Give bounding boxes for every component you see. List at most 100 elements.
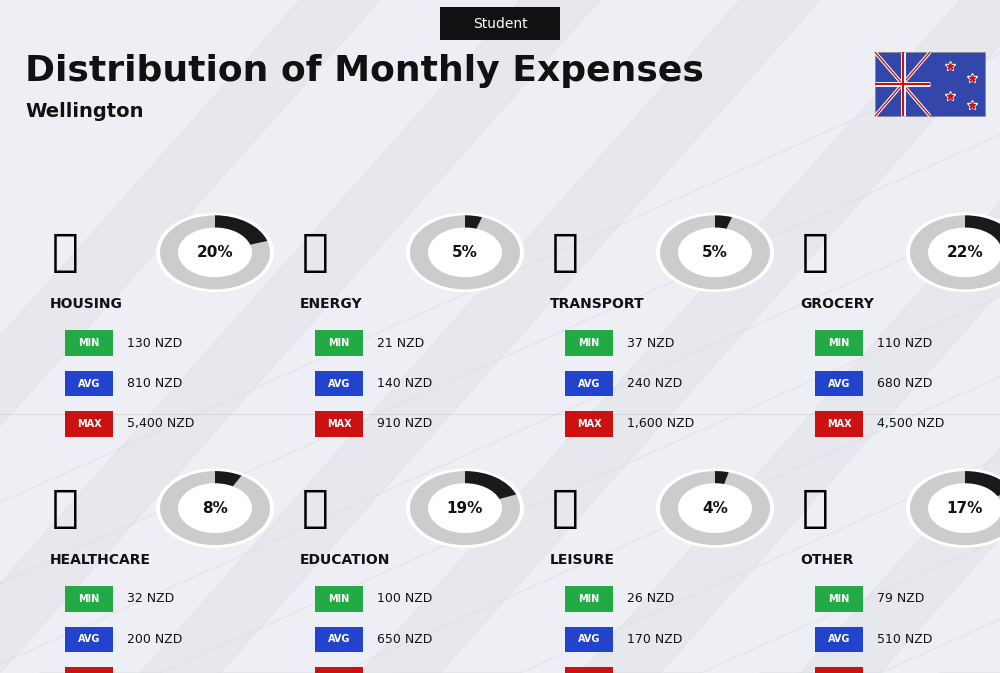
- Text: MAX: MAX: [827, 419, 851, 429]
- Circle shape: [680, 229, 750, 276]
- Text: AVG: AVG: [578, 379, 600, 388]
- Polygon shape: [0, 0, 380, 673]
- Text: 140 NZD: 140 NZD: [377, 377, 432, 390]
- Text: 👛: 👛: [802, 487, 828, 530]
- Text: 4%: 4%: [702, 501, 728, 516]
- FancyBboxPatch shape: [440, 7, 560, 40]
- Text: Student: Student: [473, 17, 527, 30]
- Text: MIN: MIN: [328, 594, 350, 604]
- Text: LEISURE: LEISURE: [550, 553, 615, 567]
- Text: MAX: MAX: [77, 419, 101, 429]
- Text: 4,500 NZD: 4,500 NZD: [877, 417, 944, 431]
- Text: OTHER: OTHER: [800, 553, 853, 567]
- FancyBboxPatch shape: [815, 586, 863, 612]
- Circle shape: [180, 485, 250, 532]
- Wedge shape: [215, 215, 267, 245]
- Text: 32 NZD: 32 NZD: [127, 592, 174, 606]
- Text: 19%: 19%: [447, 501, 483, 516]
- Polygon shape: [140, 0, 820, 673]
- Text: 37 NZD: 37 NZD: [627, 336, 674, 350]
- Circle shape: [930, 485, 1000, 532]
- Text: 🛍: 🛍: [552, 487, 578, 530]
- FancyBboxPatch shape: [315, 411, 363, 437]
- Circle shape: [406, 213, 524, 292]
- Text: 🚌: 🚌: [552, 231, 578, 274]
- Circle shape: [906, 468, 1000, 548]
- FancyBboxPatch shape: [565, 330, 613, 356]
- Circle shape: [906, 213, 1000, 292]
- Text: 810 NZD: 810 NZD: [127, 377, 182, 390]
- Circle shape: [656, 468, 774, 548]
- Text: 680 NZD: 680 NZD: [877, 377, 932, 390]
- Text: MIN: MIN: [78, 339, 100, 348]
- Text: 650 NZD: 650 NZD: [377, 633, 432, 646]
- Circle shape: [156, 213, 274, 292]
- Text: 170 NZD: 170 NZD: [627, 633, 682, 646]
- Wedge shape: [715, 471, 729, 484]
- FancyBboxPatch shape: [565, 411, 613, 437]
- FancyBboxPatch shape: [815, 371, 863, 396]
- FancyBboxPatch shape: [315, 330, 363, 356]
- Wedge shape: [910, 215, 1000, 289]
- Text: HEALTHCARE: HEALTHCARE: [50, 553, 151, 567]
- Wedge shape: [465, 471, 516, 499]
- Wedge shape: [410, 471, 520, 545]
- Text: MIN: MIN: [828, 339, 850, 348]
- Text: HOUSING: HOUSING: [50, 297, 123, 311]
- Text: 100 NZD: 100 NZD: [377, 592, 432, 606]
- FancyBboxPatch shape: [65, 411, 113, 437]
- Text: AVG: AVG: [78, 635, 100, 644]
- Polygon shape: [580, 0, 1000, 673]
- Wedge shape: [410, 215, 520, 289]
- Text: TRANSPORT: TRANSPORT: [550, 297, 645, 311]
- Text: Distribution of Monthly Expenses: Distribution of Monthly Expenses: [25, 54, 704, 87]
- Text: 22%: 22%: [947, 245, 983, 260]
- Text: 910 NZD: 910 NZD: [377, 417, 432, 431]
- Text: AVG: AVG: [828, 635, 850, 644]
- Text: MAX: MAX: [577, 419, 601, 429]
- FancyBboxPatch shape: [815, 627, 863, 652]
- Text: MIN: MIN: [328, 339, 350, 348]
- Text: AVG: AVG: [328, 379, 350, 388]
- Wedge shape: [160, 471, 270, 545]
- Text: 200 NZD: 200 NZD: [127, 633, 182, 646]
- Wedge shape: [965, 215, 1000, 248]
- Wedge shape: [465, 215, 482, 229]
- Text: 26 NZD: 26 NZD: [627, 592, 674, 606]
- Text: MIN: MIN: [578, 339, 600, 348]
- FancyBboxPatch shape: [815, 667, 863, 673]
- Text: Wellington: Wellington: [25, 102, 144, 120]
- FancyBboxPatch shape: [815, 411, 863, 437]
- Text: 8%: 8%: [202, 501, 228, 516]
- FancyBboxPatch shape: [65, 371, 113, 396]
- FancyBboxPatch shape: [65, 667, 113, 673]
- Text: 5,400 NZD: 5,400 NZD: [127, 417, 194, 431]
- Circle shape: [656, 213, 774, 292]
- Text: 130 NZD: 130 NZD: [127, 336, 182, 350]
- Text: 🎓: 🎓: [302, 487, 328, 530]
- Text: AVG: AVG: [328, 635, 350, 644]
- FancyBboxPatch shape: [65, 330, 113, 356]
- FancyBboxPatch shape: [565, 667, 613, 673]
- Text: 5%: 5%: [452, 245, 478, 260]
- FancyBboxPatch shape: [315, 627, 363, 652]
- Text: AVG: AVG: [828, 379, 850, 388]
- FancyBboxPatch shape: [315, 586, 363, 612]
- Text: 21 NZD: 21 NZD: [377, 336, 424, 350]
- Wedge shape: [910, 471, 1000, 545]
- Wedge shape: [215, 471, 241, 487]
- Text: MIN: MIN: [578, 594, 600, 604]
- Text: MIN: MIN: [828, 594, 850, 604]
- Text: 5%: 5%: [702, 245, 728, 260]
- FancyBboxPatch shape: [315, 371, 363, 396]
- Text: 🛒: 🛒: [802, 231, 828, 274]
- Polygon shape: [0, 0, 600, 673]
- Text: 240 NZD: 240 NZD: [627, 377, 682, 390]
- FancyBboxPatch shape: [815, 330, 863, 356]
- FancyBboxPatch shape: [875, 52, 985, 116]
- FancyBboxPatch shape: [565, 371, 613, 396]
- Text: 🏢: 🏢: [52, 231, 78, 274]
- FancyBboxPatch shape: [565, 627, 613, 652]
- Circle shape: [430, 485, 500, 532]
- Wedge shape: [660, 471, 770, 545]
